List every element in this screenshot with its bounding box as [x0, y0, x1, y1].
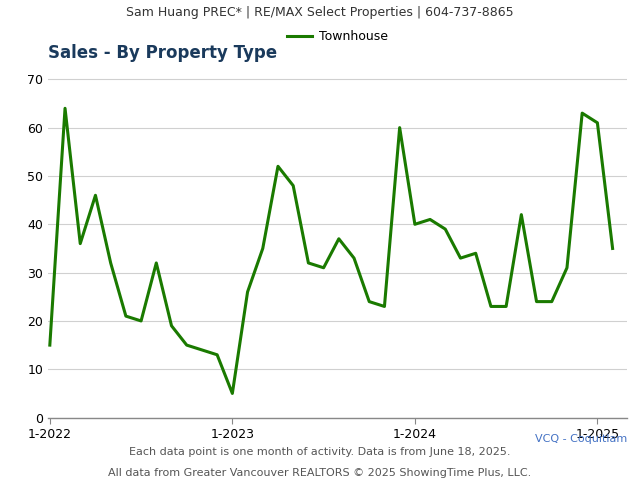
Text: All data from Greater Vancouver REALTORS © 2025 ShowingTime Plus, LLC.: All data from Greater Vancouver REALTORS…	[108, 468, 532, 478]
Legend: Townhouse: Townhouse	[282, 25, 393, 48]
Text: Sam Huang PREC* | RE/MAX Select Properties | 604-737-8865: Sam Huang PREC* | RE/MAX Select Properti…	[126, 6, 514, 20]
Text: Sales - By Property Type: Sales - By Property Type	[48, 44, 277, 62]
Text: VCQ - Coquitlam: VCQ - Coquitlam	[535, 434, 627, 444]
Text: Each data point is one month of activity. Data is from June 18, 2025.: Each data point is one month of activity…	[129, 447, 511, 457]
